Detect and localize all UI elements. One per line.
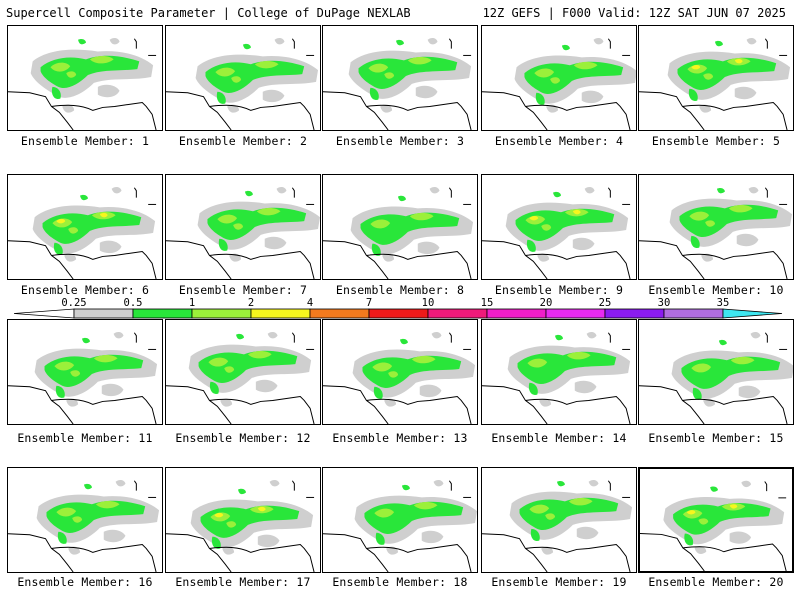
member-label: Ensemble Member: 8 (335, 283, 465, 297)
colorbar-tick-label: 35 (717, 297, 730, 309)
member-map-5[interactable] (638, 25, 794, 131)
member-label: Ensemble Member: 16 (17, 575, 153, 589)
colorbar-tick-label: 1 (189, 297, 195, 309)
member-label: Ensemble Member: 9 (494, 283, 624, 297)
colorbar-segment (73, 308, 134, 319)
colorbar-tick-label: 2 (248, 297, 254, 309)
member-label: Ensemble Member: 18 (332, 575, 468, 589)
color-scale-bar: 0.25 0.5 1 2 4 7 10 15 20 25 30 35 (14, 297, 783, 319)
colorbar-segment (250, 308, 311, 319)
member-map-15[interactable] (638, 319, 794, 425)
scp-map-canvas (323, 187, 474, 279)
colorbar-segment (545, 308, 606, 319)
member-label: Ensemble Member: 14 (491, 431, 627, 445)
member-map-19[interactable] (481, 467, 637, 573)
member-map-6[interactable] (7, 174, 163, 280)
scp-map-canvas (8, 38, 157, 130)
member-label: Ensemble Member: 20 (648, 575, 784, 589)
colorbar-segment (722, 308, 783, 319)
scp-map-canvas (482, 332, 631, 424)
color-scale-legend: 0.25 0.5 1 2 4 7 10 15 20 25 30 35 (14, 296, 786, 320)
scp-map-canvas (8, 332, 158, 424)
member-map-16[interactable] (7, 467, 163, 573)
colorbar-tick-label: 4 (307, 297, 313, 309)
member-map-3[interactable] (322, 25, 478, 131)
colorbar-tick-label: 0.5 (124, 297, 143, 309)
colorbar-segment (132, 308, 193, 319)
scp-map-canvas (323, 480, 477, 572)
member-label: Ensemble Member: 2 (178, 134, 308, 148)
scp-map-canvas (639, 38, 791, 130)
member-map-8[interactable] (322, 174, 478, 280)
member-label: Ensemble Member: 3 (335, 134, 465, 148)
member-label: Ensemble Member: 15 (648, 431, 784, 445)
colorbar-segment (309, 308, 370, 319)
scp-map-canvas (166, 187, 320, 279)
colorbar-tick-label: 0.25 (61, 297, 86, 309)
member-map-13[interactable] (322, 319, 478, 425)
colorbar-segment (604, 308, 665, 319)
member-label: Ensemble Member: 10 (648, 283, 784, 297)
colorbar-tick-label: 25 (599, 297, 612, 309)
member-map-7[interactable] (165, 174, 321, 280)
colorbar-under-arrow (14, 308, 75, 319)
scp-map-canvas (640, 480, 787, 571)
member-map-10[interactable] (638, 174, 794, 280)
colorbar-segment (191, 308, 252, 319)
colorbar-tick-label: 7 (366, 297, 372, 309)
member-map-2[interactable] (165, 25, 321, 131)
member-map-9[interactable] (481, 174, 637, 280)
member-label: Ensemble Member: 17 (175, 575, 311, 589)
scp-map-canvas (323, 332, 476, 424)
scp-map-canvas (639, 187, 793, 279)
member-map-20[interactable] (638, 467, 794, 573)
member-label: Ensemble Member: 12 (175, 431, 311, 445)
colorbar-tick-label: 20 (540, 297, 553, 309)
member-map-14[interactable] (481, 319, 637, 425)
scp-map-canvas (482, 480, 633, 572)
scp-map-canvas (639, 332, 793, 424)
member-map-18[interactable] (322, 467, 478, 573)
member-map-11[interactable] (7, 319, 163, 425)
colorbar-segment (427, 308, 488, 319)
scp-map-canvas (323, 38, 472, 130)
scp-map-canvas (482, 38, 636, 130)
colorbar-tick-label: 30 (658, 297, 671, 309)
member-label: Ensemble Member: 5 (651, 134, 781, 148)
member-map-1[interactable] (7, 25, 163, 131)
scp-map-canvas (166, 480, 315, 572)
scp-map-canvas (482, 187, 631, 279)
valid-time: 12Z GEFS | F000 Valid: 12Z SAT JUN 07 20… (482, 6, 786, 20)
member-label: Ensemble Member: 1 (20, 134, 150, 148)
colorbar-tick-label: 10 (422, 297, 435, 309)
member-map-4[interactable] (481, 25, 637, 131)
product-title: Supercell Composite Parameter | College … (6, 6, 411, 20)
colorbar-segment (368, 308, 429, 319)
colorbar-tick-label: 15 (481, 297, 494, 309)
member-label: Ensemble Member: 11 (17, 431, 153, 445)
member-label: Ensemble Member: 4 (494, 134, 624, 148)
scp-map-canvas (8, 187, 157, 279)
colorbar-segment (663, 308, 724, 319)
scp-map-canvas (8, 480, 160, 572)
scp-map-canvas (166, 332, 315, 424)
colorbar-segment (486, 308, 547, 319)
member-map-17[interactable] (165, 467, 321, 573)
member-map-12[interactable] (165, 319, 321, 425)
member-label: Ensemble Member: 13 (332, 431, 468, 445)
member-label: Ensemble Member: 7 (178, 283, 308, 297)
member-label: Ensemble Member: 19 (491, 575, 627, 589)
scp-map-canvas (166, 38, 319, 130)
member-label: Ensemble Member: 6 (20, 283, 150, 297)
